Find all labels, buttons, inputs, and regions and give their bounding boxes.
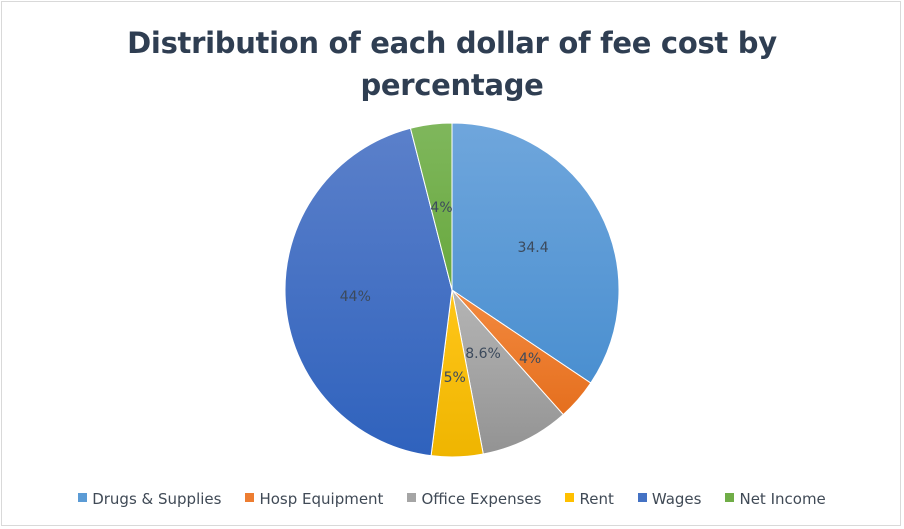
- legend-swatch-icon: [407, 493, 417, 502]
- data-label: 34.4: [517, 240, 548, 256]
- legend-label: Drugs & Supplies: [92, 490, 222, 508]
- legend-item-rent[interactable]: Rent: [565, 490, 614, 508]
- data-label: 4%: [430, 200, 452, 216]
- legend-swatch-icon: [565, 493, 575, 502]
- data-label: 44%: [340, 289, 371, 305]
- legend-label: Hosp Equipment: [259, 490, 384, 508]
- legend-label: Net Income: [739, 490, 826, 508]
- data-label: 8.6%: [465, 346, 501, 362]
- data-label: 4%: [519, 351, 541, 367]
- chart-legend: Drugs & Supplies Hosp Equipment Office E…: [0, 487, 904, 511]
- pie-slices: [284, 122, 620, 458]
- legend-item-office-expenses[interactable]: Office Expenses: [407, 490, 541, 508]
- legend-label: Wages: [651, 490, 702, 508]
- legend-item-drugs-supplies[interactable]: Drugs & Supplies: [78, 490, 221, 508]
- legend-item-net-income[interactable]: Net Income: [725, 490, 826, 508]
- pie-data-labels: 34.4 4% 8.6% 5% 44% 4%: [340, 200, 549, 386]
- legend-swatch-icon: [725, 493, 735, 502]
- legend-swatch-icon: [245, 493, 255, 502]
- pie-slice-wages[interactable]: [284, 127, 453, 457]
- chart-title: Distribution of each dollar of fee cost …: [0, 22, 904, 106]
- pie-slice-net-income[interactable]: [409, 122, 453, 291]
- legend-label: Rent: [579, 490, 614, 508]
- legend-swatch-icon: [78, 493, 88, 502]
- legend-label: Office Expenses: [421, 490, 542, 508]
- legend-item-hosp-equipment[interactable]: Hosp Equipment: [245, 490, 383, 508]
- data-label: 5%: [444, 370, 466, 386]
- pie-slice-office-expenses[interactable]: [451, 288, 564, 455]
- legend-item-wages[interactable]: Wages: [637, 490, 702, 508]
- chart-title-line-2: percentage: [360, 68, 544, 102]
- legend-swatch-icon: [637, 493, 647, 502]
- pie-slice-drugs-supplies[interactable]: [451, 122, 620, 384]
- chart-title-line-1: Distribution of each dollar of fee cost …: [127, 26, 777, 60]
